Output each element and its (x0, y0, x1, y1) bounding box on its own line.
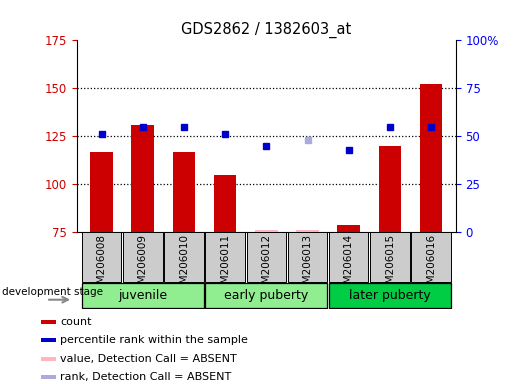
Bar (131, 125, 154, 232)
Text: GSM206012: GSM206012 (261, 234, 271, 297)
FancyBboxPatch shape (205, 283, 328, 308)
Text: GSM206010: GSM206010 (179, 234, 189, 297)
Text: GSM206011: GSM206011 (220, 234, 230, 297)
Text: early puberty: early puberty (224, 289, 308, 302)
Text: GSM206015: GSM206015 (385, 234, 395, 297)
Title: GDS2862 / 1382603_at: GDS2862 / 1382603_at (181, 22, 351, 38)
FancyBboxPatch shape (205, 232, 245, 282)
Text: rank, Detection Call = ABSENT: rank, Detection Call = ABSENT (60, 372, 231, 382)
Text: value, Detection Call = ABSENT: value, Detection Call = ABSENT (60, 354, 237, 364)
FancyBboxPatch shape (164, 232, 204, 282)
Text: count: count (60, 317, 91, 327)
Text: percentile rank within the sample: percentile rank within the sample (60, 335, 248, 345)
FancyBboxPatch shape (370, 232, 410, 282)
FancyBboxPatch shape (246, 232, 286, 282)
Text: GSM206013: GSM206013 (303, 234, 313, 297)
Bar (90, 152, 113, 232)
Bar (420, 84, 443, 232)
Text: GSM206008: GSM206008 (96, 234, 107, 297)
FancyBboxPatch shape (329, 232, 368, 282)
FancyBboxPatch shape (288, 232, 328, 282)
Text: GSM206014: GSM206014 (344, 234, 354, 297)
FancyBboxPatch shape (41, 320, 56, 324)
FancyBboxPatch shape (41, 338, 56, 343)
FancyBboxPatch shape (41, 375, 56, 379)
FancyBboxPatch shape (82, 283, 204, 308)
Text: juvenile: juvenile (118, 289, 167, 302)
Bar (214, 175, 236, 232)
Text: GSM206016: GSM206016 (426, 234, 436, 297)
FancyBboxPatch shape (41, 357, 56, 361)
Text: development stage: development stage (2, 286, 102, 297)
Text: later puberty: later puberty (349, 289, 431, 302)
Bar (338, 225, 360, 232)
Bar (296, 230, 319, 232)
FancyBboxPatch shape (411, 232, 451, 282)
Bar (378, 146, 401, 232)
FancyBboxPatch shape (82, 232, 121, 282)
Text: GSM206009: GSM206009 (138, 234, 148, 297)
FancyBboxPatch shape (123, 232, 163, 282)
Bar (255, 230, 278, 232)
FancyBboxPatch shape (329, 283, 451, 308)
Bar (173, 152, 195, 232)
